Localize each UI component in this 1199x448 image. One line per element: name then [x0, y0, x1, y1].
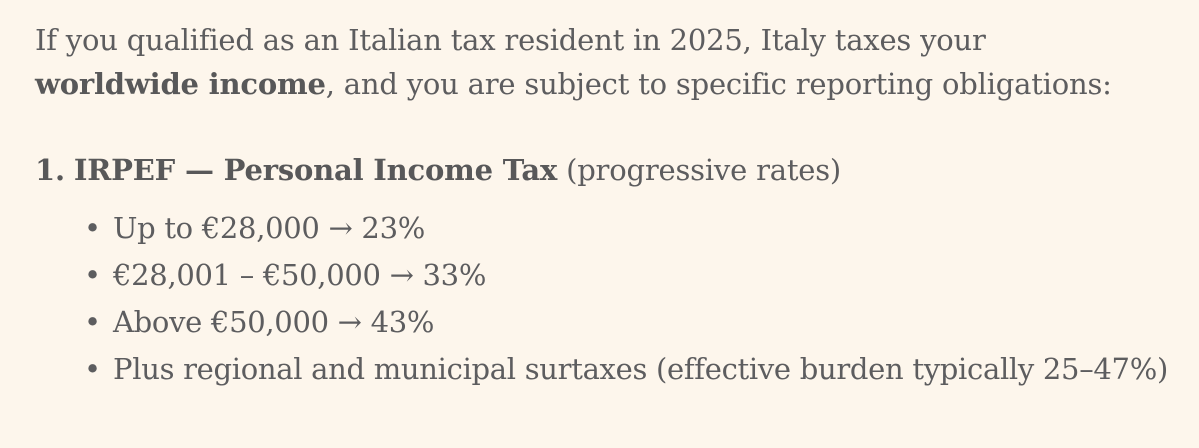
rate-bracket-1-text: Up to €28,000 → 23% — [113, 211, 425, 245]
rate-bracket-3: • Above €50,000 → 43% — [84, 299, 1199, 346]
rate-bracket-1: • Up to €28,000 → 23% — [84, 205, 1199, 252]
section-number: 1. — [35, 153, 65, 187]
bullet-icon: • — [84, 211, 101, 245]
rate-bracket-3-text: Above €50,000 → 43% — [113, 305, 435, 339]
bullet-icon: • — [84, 352, 101, 386]
section-subtitle: (progressive rates) — [566, 153, 842, 187]
irpef-rate-list: • Up to €28,000 → 23% • €28,001 – €50,00… — [35, 205, 1199, 393]
intro-text-start: If you qualified as an Italian tax resid… — [35, 23, 986, 57]
rate-bracket-2: • €28,001 – €50,000 → 33% — [84, 252, 1199, 299]
bullet-icon: • — [84, 258, 101, 292]
irpef-section-heading: 1. IRPEF — Personal Income Tax (progress… — [35, 148, 1199, 192]
intro-text-end: , and you are subject to specific report… — [325, 67, 1112, 101]
rate-bracket-2-text: €28,001 – €50,000 → 33% — [113, 258, 487, 292]
bullet-icon: • — [84, 305, 101, 339]
intro-paragraph: If you qualified as an Italian tax resid… — [35, 18, 1155, 106]
surtaxes-note: • Plus regional and municipal surtaxes (… — [84, 346, 1199, 393]
surtaxes-note-text: Plus regional and municipal surtaxes (ef… — [113, 352, 1168, 386]
intro-emphasis-worldwide-income: worldwide income — [35, 67, 326, 101]
section-title: IRPEF — Personal Income Tax — [73, 153, 558, 187]
